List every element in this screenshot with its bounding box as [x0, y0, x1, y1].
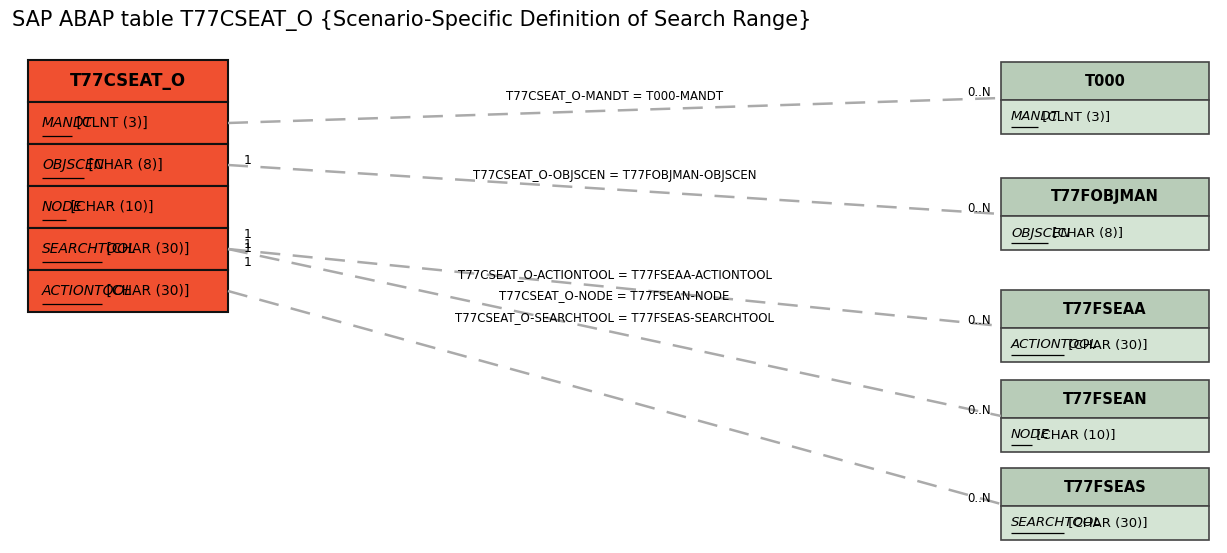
- Text: T77FSEAA: T77FSEAA: [1063, 301, 1147, 316]
- Text: [CLNT (3)]: [CLNT (3)]: [1038, 111, 1109, 123]
- Text: T77FOBJMAN: T77FOBJMAN: [1052, 190, 1160, 205]
- Text: T77CSEAT_O-MANDT = T000-MANDT: T77CSEAT_O-MANDT = T000-MANDT: [506, 90, 723, 102]
- Bar: [1001, 418, 1209, 452]
- Bar: [28, 186, 228, 228]
- Text: ACTIONTOOL: ACTIONTOOL: [42, 284, 133, 298]
- Bar: [28, 270, 228, 312]
- Bar: [28, 144, 228, 186]
- Text: NODE: NODE: [1011, 429, 1050, 441]
- Text: [CHAR (10)]: [CHAR (10)]: [1032, 429, 1115, 441]
- Text: 1: 1: [244, 228, 252, 242]
- Bar: [1001, 216, 1209, 250]
- Text: SEARCHTOOL: SEARCHTOOL: [1011, 517, 1102, 530]
- Bar: [1001, 100, 1209, 134]
- Text: T77FSEAN: T77FSEAN: [1063, 392, 1147, 406]
- Text: 0..N: 0..N: [967, 86, 991, 98]
- Text: [CHAR (10)]: [CHAR (10)]: [66, 200, 153, 214]
- Text: T77FSEAS: T77FSEAS: [1064, 479, 1146, 494]
- Text: 0..N: 0..N: [967, 404, 991, 416]
- Text: 0..N: 0..N: [967, 201, 991, 215]
- Text: T77CSEAT_O-SEARCHTOOL = T77FSEAS-SEARCHTOOL: T77CSEAT_O-SEARCHTOOL = T77FSEAS-SEARCHT…: [455, 311, 774, 325]
- Text: ACTIONTOOL: ACTIONTOOL: [1011, 338, 1098, 352]
- Bar: [1001, 62, 1209, 100]
- Text: SEARCHTOOL: SEARCHTOOL: [42, 242, 136, 256]
- Text: 1: 1: [244, 243, 252, 255]
- Text: T000: T000: [1085, 74, 1125, 88]
- Bar: [1001, 178, 1209, 216]
- Text: SAP ABAP table T77CSEAT_O {Scenario-Specific Definition of Search Range}: SAP ABAP table T77CSEAT_O {Scenario-Spec…: [12, 10, 811, 31]
- Text: [CHAR (30)]: [CHAR (30)]: [102, 284, 189, 298]
- Text: [CHAR (8)]: [CHAR (8)]: [83, 158, 163, 172]
- Bar: [1001, 506, 1209, 540]
- Text: MANDT: MANDT: [1011, 111, 1060, 123]
- Bar: [1001, 290, 1209, 328]
- Text: NODE: NODE: [42, 200, 82, 214]
- Text: 0..N: 0..N: [967, 492, 991, 504]
- Bar: [1001, 328, 1209, 362]
- Bar: [1001, 468, 1209, 506]
- Text: OBJSCEN: OBJSCEN: [1011, 227, 1070, 239]
- Text: [CHAR (30)]: [CHAR (30)]: [102, 242, 189, 256]
- Bar: [28, 228, 228, 270]
- Bar: [1001, 380, 1209, 418]
- Text: T77CSEAT_O-NODE = T77FSEAN-NODE: T77CSEAT_O-NODE = T77FSEAN-NODE: [499, 290, 730, 302]
- Text: [CHAR (8)]: [CHAR (8)]: [1048, 227, 1123, 239]
- Text: 1: 1: [244, 257, 252, 269]
- Text: MANDT: MANDT: [42, 116, 93, 130]
- Text: T77CSEAT_O: T77CSEAT_O: [70, 72, 187, 90]
- Text: 1: 1: [244, 154, 252, 166]
- Bar: [28, 102, 228, 144]
- Text: T77CSEAT_O-ACTIONTOOL = T77FSEAA-ACTIONTOOL: T77CSEAT_O-ACTIONTOOL = T77FSEAA-ACTIONT…: [458, 269, 772, 281]
- Bar: [28, 60, 228, 102]
- Text: OBJSCEN: OBJSCEN: [42, 158, 104, 172]
- Text: T77CSEAT_O-OBJSCEN = T77FOBJMAN-OBJSCEN: T77CSEAT_O-OBJSCEN = T77FOBJMAN-OBJSCEN: [472, 169, 756, 181]
- Text: [CLNT (3)]: [CLNT (3)]: [72, 116, 147, 130]
- Text: [CHAR (30)]: [CHAR (30)]: [1064, 338, 1147, 352]
- Text: 0..N: 0..N: [967, 314, 991, 326]
- Text: [CHAR (30)]: [CHAR (30)]: [1064, 517, 1147, 530]
- Text: 1: 1: [244, 237, 252, 251]
